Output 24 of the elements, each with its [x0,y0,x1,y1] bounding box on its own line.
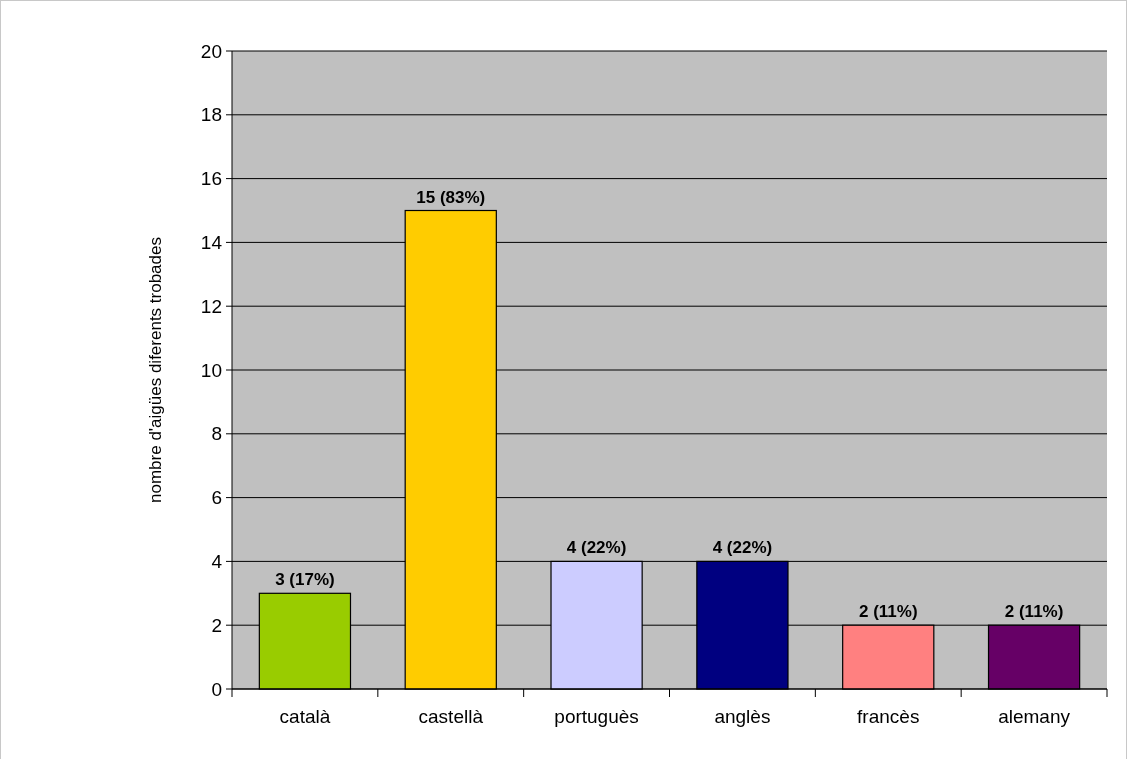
y-axis-title: nombre d'aigües diferents trobades [146,237,165,503]
data-label: 15 (83%) [416,187,486,207]
data-label: 3 (17%) [275,570,335,590]
data-label: 4 (22%) [566,538,627,558]
x-tick-label: alemany [998,706,1071,727]
y-tick-label: 4 [211,551,223,573]
x-tick-label: anglès [714,706,771,727]
x-tick-label: francès [857,706,920,727]
data-label: 2 (11%) [858,602,918,622]
y-tick-label: 2 [211,614,222,636]
y-tick-label: 18 [200,104,222,126]
x-tick-label: castellà [418,706,484,727]
y-tick-label: 10 [200,359,222,381]
y-tick-label: 14 [200,232,223,254]
y-tick-label: 16 [200,168,222,190]
y-tick-label: 12 [200,295,222,317]
x-tick-label: català [279,706,331,727]
data-label: 4 (22%) [712,538,773,558]
x-tick-label: portuguès [554,706,639,727]
y-tick-label: 6 [211,487,222,509]
y-tick-label: 20 [200,40,222,62]
data-label: 2 (11%) [1004,602,1064,622]
y-tick-label: 8 [211,423,222,445]
y-tick-label: 0 [211,678,222,700]
